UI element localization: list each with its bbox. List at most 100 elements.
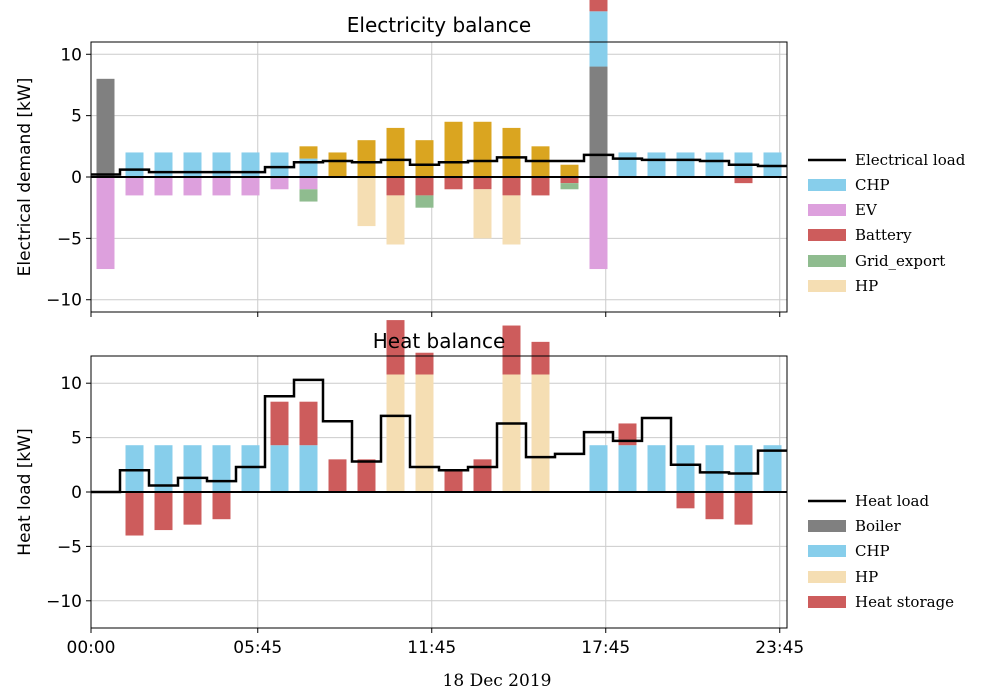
legend-grid-export-label: Grid_export bbox=[855, 252, 945, 270]
bar-chp bbox=[647, 152, 666, 177]
bar-battery bbox=[415, 177, 434, 196]
bar-hp bbox=[415, 374, 434, 492]
electrical-load-line bbox=[91, 153, 787, 176]
electricity-title: Electricity balance bbox=[347, 13, 531, 37]
bar-ev bbox=[212, 177, 231, 196]
electricity-panel: −10 −5 0 5 10 Electricity balance Electrical… bbox=[15, 0, 966, 317]
y-tick-label: −10 bbox=[46, 592, 82, 612]
bar-pv bbox=[502, 127, 521, 177]
y-tick-label: 10 bbox=[60, 45, 82, 65]
x-tick-label: 00:00 bbox=[67, 638, 116, 658]
bar-heat-storage bbox=[154, 492, 173, 531]
bar-hp bbox=[473, 189, 492, 239]
electricity-xticks bbox=[90, 312, 781, 317]
bar-heat-storage bbox=[328, 459, 347, 492]
legend-electrical-load-label: Electrical load bbox=[855, 151, 966, 169]
bar-chp bbox=[589, 11, 608, 67]
legend-hp-swatch bbox=[808, 280, 846, 292]
bar-battery bbox=[734, 177, 753, 184]
heat-title: Heat balance bbox=[373, 329, 506, 353]
bar-chp bbox=[270, 152, 289, 177]
legend-boiler-label: Boiler bbox=[855, 517, 902, 535]
bar-chp bbox=[618, 445, 637, 492]
y-tick-label: 5 bbox=[71, 107, 82, 127]
bar-grid-export bbox=[299, 189, 318, 202]
y-tick-label: −5 bbox=[57, 537, 82, 557]
bar-chp bbox=[763, 445, 782, 492]
bar-pv bbox=[415, 140, 434, 177]
bar-pv bbox=[299, 146, 318, 159]
legend-chp-swatch bbox=[808, 179, 846, 191]
x-tick-label: 05:45 bbox=[233, 638, 282, 658]
bar-chp bbox=[212, 445, 231, 492]
bar-pv bbox=[560, 164, 579, 177]
bar-chp bbox=[705, 152, 724, 177]
electricity-bars bbox=[96, 0, 782, 270]
bar-battery bbox=[473, 177, 492, 190]
bar-ev bbox=[270, 177, 289, 190]
bar-hp bbox=[502, 374, 521, 492]
bar-heat-storage bbox=[299, 401, 318, 446]
bar-battery bbox=[386, 177, 405, 196]
x-tick-label: 11:45 bbox=[407, 638, 456, 658]
legend-heat-storage-label: Heat storage bbox=[855, 593, 954, 611]
bar-heat-storage bbox=[183, 492, 202, 525]
bar-heat-storage bbox=[734, 492, 753, 525]
legend-boiler-swatch bbox=[808, 520, 846, 532]
electricity-yticks: −10 −5 0 5 10 bbox=[46, 45, 91, 311]
bar-battery bbox=[444, 177, 463, 190]
bar-battery bbox=[531, 177, 550, 196]
bar-chp bbox=[647, 445, 666, 492]
bar-heat-storage bbox=[125, 492, 144, 536]
bar-hp bbox=[531, 374, 550, 492]
electricity-ylabel: Electrical demand [kW] bbox=[15, 78, 35, 277]
legend-battery-label: Battery bbox=[855, 226, 912, 244]
bar-chp bbox=[241, 445, 260, 492]
legend-heat-chp-swatch bbox=[808, 545, 846, 557]
legend-hp-label: HP bbox=[855, 277, 878, 295]
bar-hp bbox=[502, 195, 521, 245]
bar-heat-storage bbox=[705, 492, 724, 520]
bar-ev bbox=[154, 177, 173, 196]
bar-heat-storage bbox=[270, 401, 289, 446]
y-tick-label: 0 bbox=[71, 168, 82, 188]
bar-grid-export bbox=[560, 183, 579, 190]
x-tick-label: 23:45 bbox=[755, 638, 804, 658]
bar-pv bbox=[473, 121, 492, 177]
bar-grid-export bbox=[415, 195, 434, 208]
bar-chp bbox=[618, 152, 637, 177]
bar-chp bbox=[270, 445, 289, 492]
bar-battery bbox=[502, 177, 521, 196]
bar-heat-storage bbox=[444, 470, 463, 492]
bar-heat-storage bbox=[676, 492, 695, 509]
bar-chp bbox=[125, 445, 144, 492]
bar-boiler bbox=[589, 66, 608, 177]
bar-battery bbox=[589, 0, 608, 12]
legend-chp-label: CHP bbox=[855, 176, 890, 194]
x-axis-label: 18 Dec 2019 bbox=[443, 671, 552, 691]
bar-ev bbox=[299, 177, 318, 190]
heat-ylabel: Heat load [kW] bbox=[15, 428, 35, 555]
legend-ev-swatch bbox=[808, 204, 846, 216]
bar-battery bbox=[560, 177, 579, 184]
bar-heat-storage bbox=[531, 341, 550, 375]
bar-heat-storage bbox=[357, 459, 376, 492]
bar-hp bbox=[357, 177, 376, 227]
y-tick-label: 0 bbox=[71, 483, 82, 503]
bar-hp bbox=[386, 374, 405, 492]
bar-chp bbox=[734, 445, 753, 492]
bar-heat-storage bbox=[415, 352, 434, 375]
bar-pv bbox=[386, 127, 405, 177]
legend-heat-hp-label: HP bbox=[855, 568, 878, 586]
heat-yticks: −10 −5 0 5 10 bbox=[46, 374, 91, 612]
legend-heat-hp-swatch bbox=[808, 571, 846, 583]
bar-pv bbox=[444, 121, 463, 177]
heat-legend: Heat load Boiler CHP HP Heat storage bbox=[808, 492, 954, 611]
y-tick-label: −10 bbox=[46, 291, 82, 311]
bar-chp bbox=[299, 445, 318, 492]
bar-heat-storage bbox=[386, 320, 405, 375]
heat-panel: −10 −5 0 5 10 00:00 05:45 11:45 17:45 23:45 Heat… bbox=[15, 320, 954, 658]
heat-load-line bbox=[91, 378, 787, 494]
bar-pv bbox=[357, 140, 376, 177]
